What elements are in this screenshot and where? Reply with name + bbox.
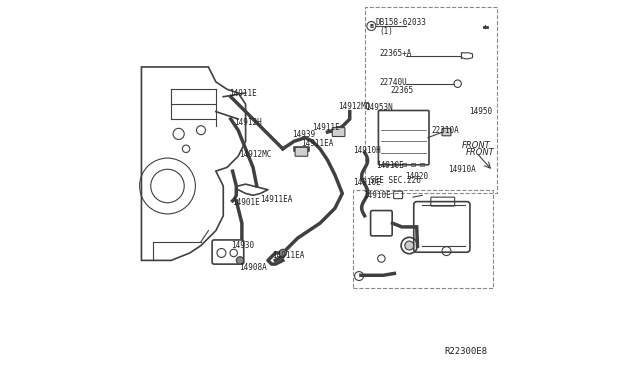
Bar: [365, 7, 497, 193]
Text: 14920: 14920: [406, 172, 429, 181]
Text: 14930: 14930: [231, 241, 254, 250]
Text: 14953N: 14953N: [365, 103, 392, 112]
Bar: [353, 190, 493, 288]
Text: 14912MC: 14912MC: [239, 150, 271, 159]
Text: FRONT: FRONT: [465, 148, 494, 157]
Text: 14912MD: 14912MD: [339, 102, 371, 110]
Bar: [411, 163, 415, 166]
Text: DB158-62033: DB158-62033: [376, 18, 427, 27]
Text: 14939: 14939: [292, 130, 316, 139]
Bar: [420, 163, 424, 166]
Text: R22300E8: R22300E8: [444, 347, 488, 356]
Text: 22740U: 22740U: [380, 78, 407, 87]
Text: 14910E: 14910E: [376, 161, 404, 170]
Text: 14950: 14950: [468, 107, 492, 116]
FancyBboxPatch shape: [332, 128, 345, 137]
FancyBboxPatch shape: [295, 147, 308, 156]
FancyBboxPatch shape: [442, 128, 451, 136]
Circle shape: [279, 249, 287, 257]
Circle shape: [367, 22, 376, 31]
Bar: [392, 163, 396, 166]
Text: 14901E: 14901E: [232, 198, 260, 207]
Text: SEE SEC.226: SEE SEC.226: [370, 176, 421, 185]
Bar: [383, 163, 387, 166]
Text: 14910H: 14910H: [353, 146, 381, 155]
Text: (1): (1): [380, 27, 394, 36]
Circle shape: [405, 241, 413, 250]
Bar: [402, 163, 406, 166]
Text: B: B: [369, 23, 374, 29]
Text: 22365: 22365: [390, 86, 414, 94]
Text: 14910A: 14910A: [449, 165, 476, 174]
Text: 14911EA: 14911EA: [301, 139, 334, 148]
Circle shape: [236, 257, 244, 264]
Text: 14911EA: 14911EA: [271, 251, 304, 260]
Text: 14911E: 14911E: [312, 123, 340, 132]
Text: 14911E: 14911E: [229, 89, 257, 97]
Text: 14910E: 14910E: [363, 191, 390, 200]
Text: 22365+A: 22365+A: [380, 49, 412, 58]
Text: 22310A: 22310A: [431, 126, 460, 135]
Text: 14908A: 14908A: [239, 263, 267, 272]
Text: 14910E: 14910E: [353, 178, 381, 187]
Text: 14911EA: 14911EA: [260, 195, 293, 203]
Text: FRONT: FRONT: [462, 141, 491, 150]
Text: 14912H: 14912H: [234, 118, 262, 127]
